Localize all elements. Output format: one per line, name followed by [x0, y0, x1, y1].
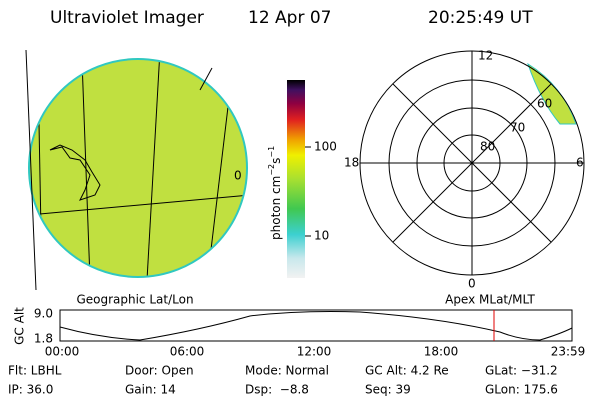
ring-label: 70 — [510, 121, 525, 135]
status-field: GLon: 175.6 — [485, 383, 558, 397]
y-label: 9.0 — [34, 307, 53, 321]
unit-part: s — [269, 158, 283, 164]
y-label: 1.8 — [34, 332, 53, 346]
x-label: 18:00 — [424, 345, 459, 359]
mlt-label: 6 — [576, 156, 584, 170]
timeline: GC Alt 9.0 1.8 — [13, 307, 573, 346]
mlt-label: 12 — [478, 49, 493, 63]
title: Ultraviolet Imager — [50, 8, 204, 28]
colorbar-tick: 100 — [314, 140, 337, 154]
mlt-label: 18 — [344, 156, 359, 170]
unit-part: −2 — [267, 164, 276, 176]
unit-part: photon cm — [269, 176, 283, 240]
date: 12 Apr 07 — [248, 8, 331, 28]
status-field: Gain: 14 — [125, 383, 176, 397]
status-field: Door: Open — [125, 364, 194, 378]
globe: 0 — [25, 49, 248, 291]
polar-plot — [359, 50, 585, 276]
ring-label: 80 — [480, 140, 495, 154]
status-field: Flt: LBHL — [8, 364, 62, 378]
y-axis-label: GC Alt — [13, 307, 27, 345]
mlt-label: 0 — [468, 277, 476, 291]
colorbar-tick: 10 — [314, 229, 329, 243]
unit-part: −1 — [267, 146, 276, 158]
globe-label: Geographic Lat/Lon — [76, 293, 193, 307]
x-label: 12:00 — [297, 345, 332, 359]
status-field: IP: 36.0 — [8, 383, 53, 397]
status-field: GC Alt: 4.2 Re — [365, 364, 449, 378]
colorbar: 100 10 photon cm−2s−1 — [267, 80, 337, 278]
status-field: Dsp: −8.8 — [245, 383, 309, 397]
ring-label: 60 — [537, 97, 552, 111]
colorbar-unit: photon cm−2s−1 — [267, 146, 283, 240]
status-field: Mode: Normal — [245, 364, 329, 378]
x-label: 06:00 — [170, 345, 205, 359]
x-label: 23:59 — [551, 345, 586, 359]
meridian-label: 0 — [234, 169, 242, 183]
time: 20:25:49 UT — [428, 8, 533, 28]
polar-label: Apex MLat/MLT — [445, 293, 535, 307]
status-field: Seq: 39 — [365, 383, 411, 397]
status-field: GLat: −31.2 — [485, 364, 558, 378]
x-label: 00:00 — [45, 345, 80, 359]
